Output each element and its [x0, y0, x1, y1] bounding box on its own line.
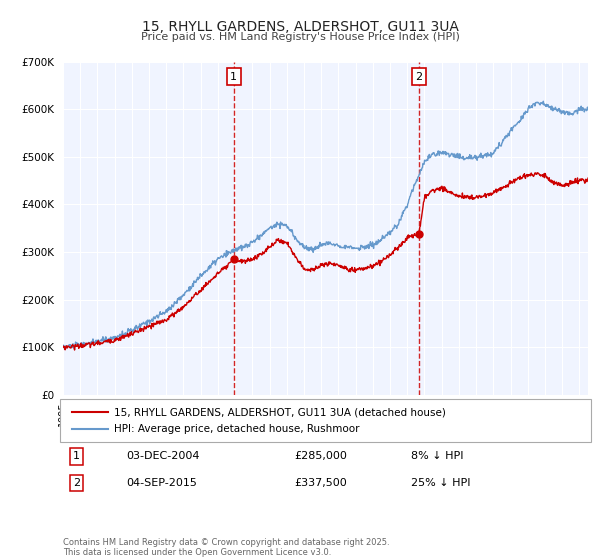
Text: £285,000: £285,000: [294, 451, 347, 461]
Text: 15, RHYLL GARDENS, ALDERSHOT, GU11 3UA: 15, RHYLL GARDENS, ALDERSHOT, GU11 3UA: [142, 20, 458, 34]
Text: 03-DEC-2004: 03-DEC-2004: [126, 451, 199, 461]
Text: 15, RHYLL GARDENS, ALDERSHOT, GU11 3UA (detached house): 15, RHYLL GARDENS, ALDERSHOT, GU11 3UA (…: [114, 407, 446, 417]
Text: HPI: Average price, detached house, Rushmoor: HPI: Average price, detached house, Rush…: [114, 424, 359, 434]
Text: 2: 2: [73, 478, 80, 488]
Text: 04-SEP-2015: 04-SEP-2015: [126, 478, 197, 488]
Text: 1: 1: [230, 72, 237, 82]
Text: Price paid vs. HM Land Registry's House Price Index (HPI): Price paid vs. HM Land Registry's House …: [140, 32, 460, 43]
Text: Contains HM Land Registry data © Crown copyright and database right 2025.
This d: Contains HM Land Registry data © Crown c…: [63, 538, 389, 557]
Text: 8% ↓ HPI: 8% ↓ HPI: [411, 451, 464, 461]
Text: 25% ↓ HPI: 25% ↓ HPI: [411, 478, 470, 488]
Text: 2: 2: [415, 72, 422, 82]
Text: 1: 1: [73, 451, 80, 461]
Text: £337,500: £337,500: [294, 478, 347, 488]
